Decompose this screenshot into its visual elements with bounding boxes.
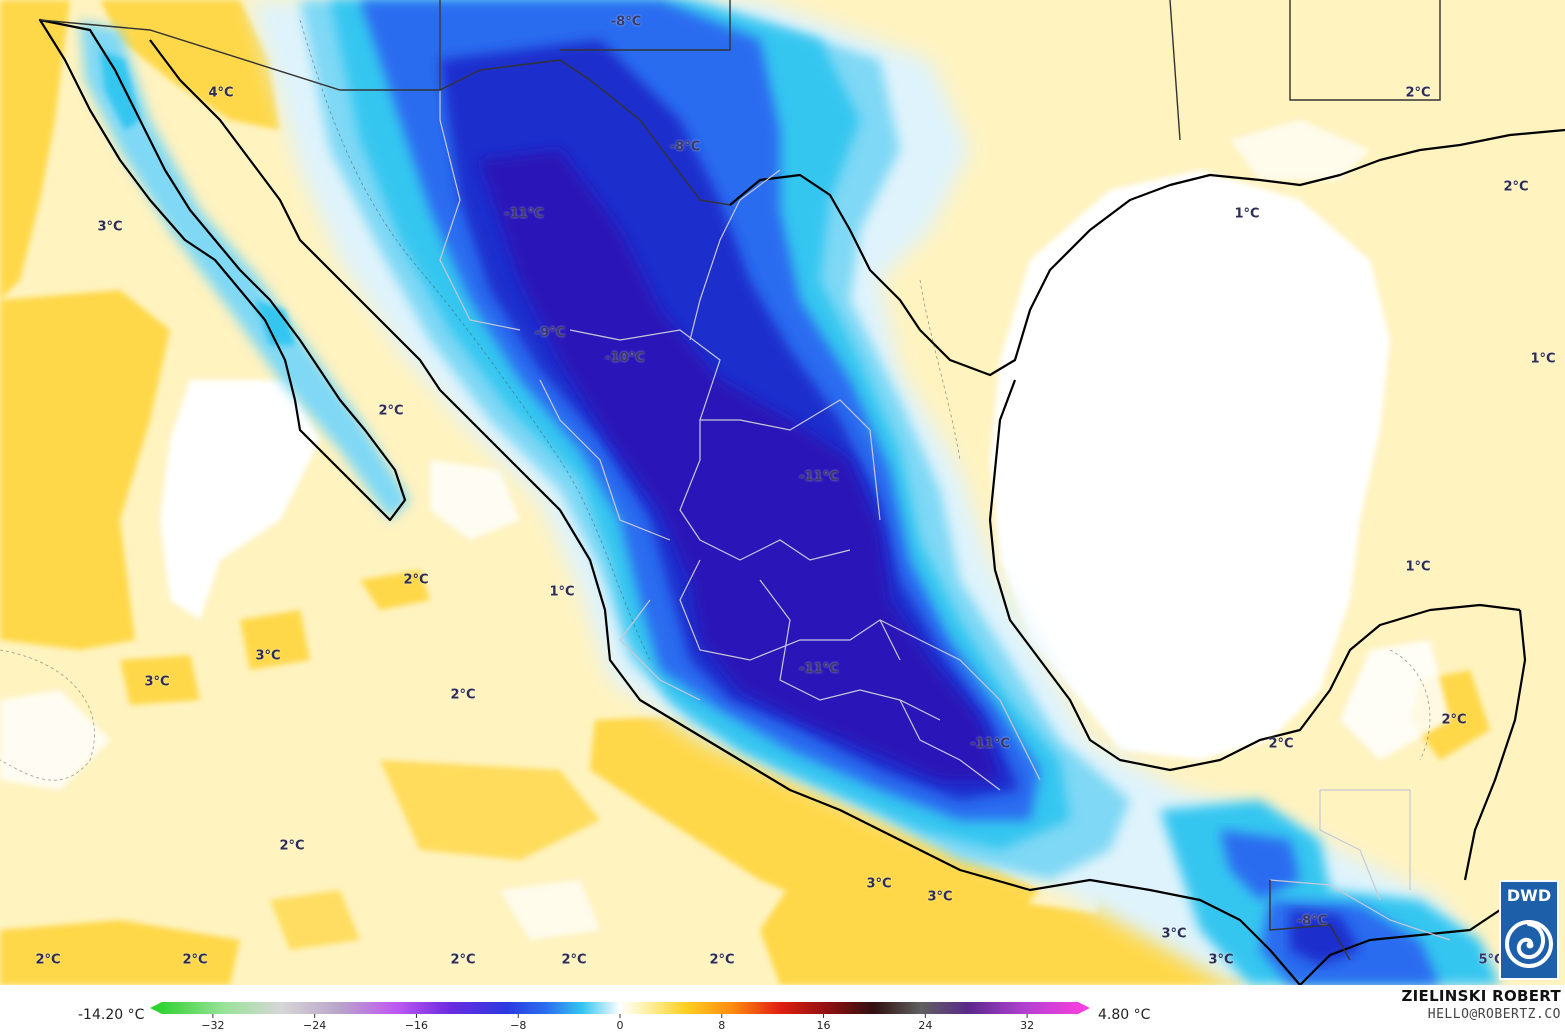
- swirl-icon: [1505, 920, 1553, 968]
- coastlines: [38, 18, 1565, 985]
- country-borders: [39, 0, 1441, 961]
- color-scale-tick-label: −8: [510, 1019, 527, 1032]
- legend-min-value: -14.20 °C: [78, 1007, 145, 1023]
- temperature-label: 2°C: [1441, 712, 1467, 728]
- temperature-label: -11°C: [799, 661, 839, 677]
- temperature-label: 3°C: [1161, 926, 1187, 942]
- temperature-label: 1°C: [549, 584, 575, 600]
- color-scale-tick-label: 0: [616, 1019, 624, 1032]
- temperature-label: 1°C: [1234, 206, 1260, 222]
- color-scale-tick-label: −24: [303, 1019, 327, 1032]
- color-scale-tick-label: −16: [404, 1019, 429, 1032]
- isotherm-contours: [0, 19, 1431, 781]
- temperature-label: -11°C: [504, 206, 544, 222]
- color-scale-tick-label: 24: [918, 1019, 933, 1032]
- temperature-label: 2°C: [450, 952, 476, 968]
- temperature-label: -10°C: [605, 350, 645, 366]
- color-scale-tick-label: −32: [201, 1019, 225, 1032]
- temperature-label: 3°C: [97, 219, 123, 235]
- temperature-label: -11°C: [799, 469, 839, 485]
- temperature-label: 2°C: [378, 403, 404, 419]
- temperature-label: 3°C: [866, 876, 892, 892]
- temperature-label: 2°C: [709, 952, 735, 968]
- temperature-label: -8°C: [1296, 913, 1328, 929]
- temperature-label: 3°C: [1208, 952, 1234, 968]
- temperature-label: 1°C: [1405, 559, 1431, 575]
- temperature-label: 3°C: [927, 889, 953, 905]
- temperature-label: 2°C: [403, 572, 429, 588]
- temperature-label: 2°C: [561, 952, 587, 968]
- temperature-label: 2°C: [182, 952, 208, 968]
- legend-max-value: 4.80 °C: [1098, 1007, 1151, 1023]
- dwd-logo: DWD: [1499, 880, 1559, 980]
- author-name: ZIELINSKI ROBERT: [1401, 987, 1561, 1005]
- temperature-label: 2°C: [1503, 179, 1529, 195]
- temperature-label: -11°C: [970, 736, 1010, 752]
- temperature-label: 3°C: [255, 648, 281, 664]
- color-scale-tick-label: 16: [816, 1019, 831, 1032]
- temperature-map: -8°C 4°C -8°C 2°C 2°C 3°C -11°C 1°C -9°C -10°C 1°C…: [0, 0, 1565, 985]
- temperature-label: -9°C: [534, 325, 566, 341]
- color-scale-tick-label: 8: [718, 1019, 726, 1032]
- temperature-label: 1°C: [1530, 351, 1556, 367]
- temperature-label: 2°C: [279, 838, 305, 854]
- color-scale-bar: [150, 1002, 1090, 1018]
- temperature-label: 2°C: [1268, 736, 1294, 752]
- legend-footer: -14.20 °C: [0, 985, 1565, 1035]
- temperature-label: 3°C: [144, 674, 170, 690]
- temperature-label: 5°C: [1478, 952, 1504, 968]
- temperature-label: 2°C: [1405, 85, 1431, 101]
- color-scale-tick-label: 32: [1020, 1019, 1035, 1032]
- author-email: HELLO@ROBERTZ.CO: [1427, 1007, 1561, 1022]
- state-borders: [439, 0, 1451, 941]
- temperature-label: -8°C: [669, 139, 701, 155]
- temperature-label: 2°C: [35, 952, 61, 968]
- temperature-label: 4°C: [208, 85, 234, 101]
- neutral-zones: [0, 120, 1450, 940]
- temperature-label: -8°C: [610, 14, 642, 30]
- map-canvas: [0, 0, 1565, 985]
- temperature-label: 2°C: [450, 687, 476, 703]
- dwd-logo-text: DWD: [1506, 886, 1552, 905]
